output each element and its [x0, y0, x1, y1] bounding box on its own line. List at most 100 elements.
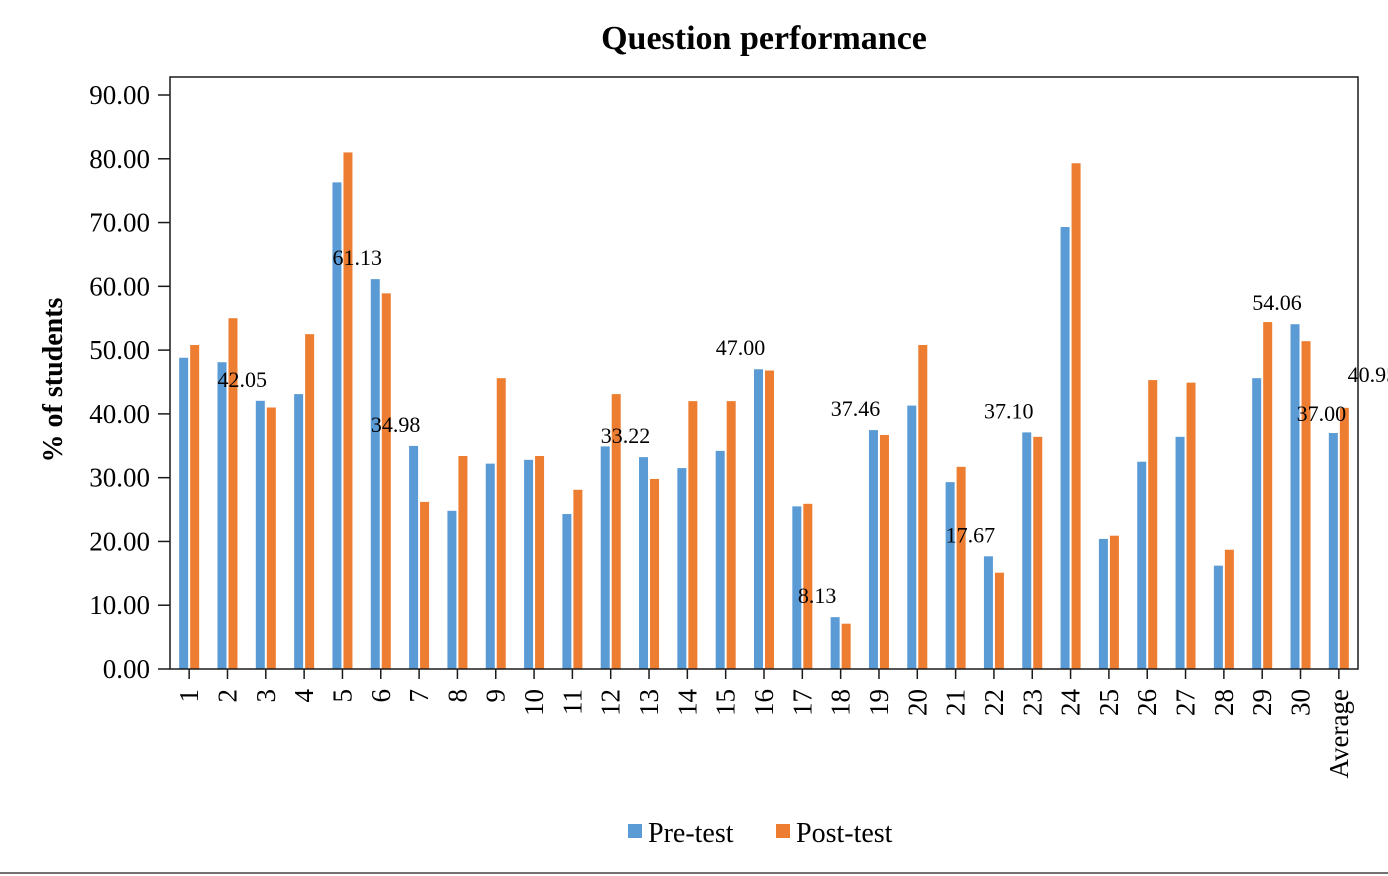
bar-post-test-20 — [918, 345, 928, 669]
x-tick-label: 1 — [174, 689, 204, 703]
bar-post-test-27 — [1186, 382, 1196, 669]
bar-pre-test-10 — [524, 459, 534, 669]
bar-pre-test-11 — [562, 514, 572, 669]
bar-post-test-30 — [1301, 341, 1311, 669]
bar-pre-test-28 — [1213, 565, 1223, 669]
data-label: 61.13 — [333, 245, 383, 270]
data-label: 17.67 — [946, 522, 996, 547]
y-axis-ticks: 0.00 10.00 20.00 30.00 40.00 50.00 60.00 70.00 8… — [89, 80, 170, 684]
bar-post-test-average — [1339, 407, 1349, 669]
x-tick-label: 17 — [787, 689, 817, 716]
bar-pre-test-27 — [1175, 436, 1185, 669]
bar-post-test-14 — [688, 401, 698, 669]
y-axis-label: % of students — [38, 297, 69, 462]
bar-post-test-13 — [650, 478, 660, 669]
bar-pre-test-29 — [1252, 378, 1262, 669]
x-tick-label: 23 — [1017, 689, 1047, 716]
x-tick-label: 8 — [442, 689, 472, 703]
x-tick-label: 3 — [251, 689, 281, 703]
x-tick-label: 28 — [1209, 689, 1239, 716]
x-tick-label: 29 — [1247, 689, 1277, 716]
bar-pre-test-8 — [447, 510, 457, 669]
y-tick-label: 90.00 — [89, 80, 150, 110]
legend-swatch-pre-test — [628, 824, 642, 838]
bar-pre-test-22 — [983, 556, 993, 669]
bar-post-test-19 — [879, 434, 889, 669]
bar-post-test-2 — [228, 318, 238, 669]
x-tick-label: 7 — [404, 689, 434, 703]
bar-post-test-22 — [994, 572, 1004, 669]
bar-pre-test-24 — [1060, 227, 1070, 669]
x-tick-label: 18 — [826, 689, 856, 716]
bar-pre-test-12 — [600, 446, 610, 669]
x-tick-label: 22 — [979, 689, 1009, 716]
bar-pre-test-6 — [370, 279, 380, 669]
x-tick-label: 5 — [327, 689, 357, 703]
chart-title: Question performance — [601, 20, 927, 57]
bar-pre-test-17 — [792, 506, 802, 669]
bars — [179, 152, 1349, 669]
y-tick-label: 0.00 — [103, 654, 150, 684]
bar-pre-test-18 — [830, 617, 840, 669]
y-tick-label: 60.00 — [89, 271, 150, 301]
bar-pre-test-20 — [907, 405, 917, 669]
x-tick-label: 2 — [212, 689, 242, 703]
bar-post-test-8 — [458, 455, 468, 669]
bar-pre-test-19 — [868, 430, 878, 669]
x-tick-label: 25 — [1094, 689, 1124, 716]
bar-post-test-5 — [343, 152, 353, 669]
y-tick-label: 30.00 — [89, 463, 150, 493]
bar-pre-test-2 — [217, 362, 227, 669]
bar-post-test-25 — [1109, 535, 1119, 669]
y-tick-label: 50.00 — [89, 335, 150, 365]
bar-post-test-24 — [1071, 163, 1081, 669]
bar-pre-test-15 — [715, 450, 725, 669]
x-tick-label: Average — [1324, 689, 1354, 778]
bar-pre-test-average — [1328, 433, 1338, 669]
bar-pre-test-9 — [485, 463, 495, 669]
bar-post-test-4 — [305, 334, 315, 669]
x-tick-label: 6 — [366, 689, 396, 703]
bar-post-test-28 — [1224, 549, 1234, 669]
data-labels: 42.05 61.13 34.98 33.22 47.00 8.13 37.46 17.67 3… — [218, 245, 1388, 608]
bar-post-test-18 — [841, 623, 851, 669]
bar-pre-test-7 — [409, 445, 419, 669]
x-tick-label: 20 — [902, 689, 932, 716]
x-axis-ticks: 1 2 3 4 5 6 7 8 9 10 11 12 13 14 15 16 17 18 19 20 21 22 23 24 2… — [174, 669, 1354, 778]
legend-label: Post-test — [796, 818, 893, 849]
x-tick-label: 30 — [1286, 689, 1316, 716]
bar-post-test-10 — [535, 455, 545, 669]
bar-post-test-11 — [573, 489, 583, 669]
bar-post-test-21 — [956, 466, 966, 669]
legend-swatch-post-test — [776, 824, 790, 838]
bar-post-test-3 — [266, 407, 276, 669]
bar-post-test-17 — [803, 503, 813, 669]
x-tick-label: 19 — [864, 689, 894, 716]
bar-post-test-1 — [190, 345, 200, 669]
y-tick-label: 20.00 — [89, 526, 150, 556]
bar-pre-test-25 — [1098, 538, 1108, 669]
data-label: 8.13 — [798, 583, 837, 608]
x-tick-label: 4 — [289, 689, 319, 703]
bar-pre-test-4 — [294, 394, 304, 669]
data-label: 34.98 — [371, 412, 421, 437]
x-tick-label: 26 — [1132, 689, 1162, 716]
x-tick-label: 14 — [672, 689, 702, 717]
x-tick-label: 13 — [634, 689, 664, 716]
bar-pre-test-21 — [945, 482, 955, 669]
data-label: 33.22 — [601, 423, 651, 448]
x-tick-label: 12 — [596, 689, 626, 716]
bar-post-test-16 — [765, 370, 774, 669]
data-label: 54.06 — [1252, 290, 1302, 315]
y-tick-label: 40.00 — [89, 399, 150, 429]
bar-post-test-9 — [496, 378, 506, 669]
x-tick-label: 16 — [749, 689, 779, 716]
bar-pre-test-23 — [1022, 432, 1032, 669]
bar-pre-test-16 — [754, 369, 763, 669]
bar-pre-test-13 — [639, 457, 649, 669]
x-tick-label: 10 — [519, 689, 549, 716]
data-label: 37.46 — [831, 396, 881, 421]
legend-label: Pre-test — [648, 818, 734, 849]
bar-post-test-26 — [1148, 380, 1158, 669]
